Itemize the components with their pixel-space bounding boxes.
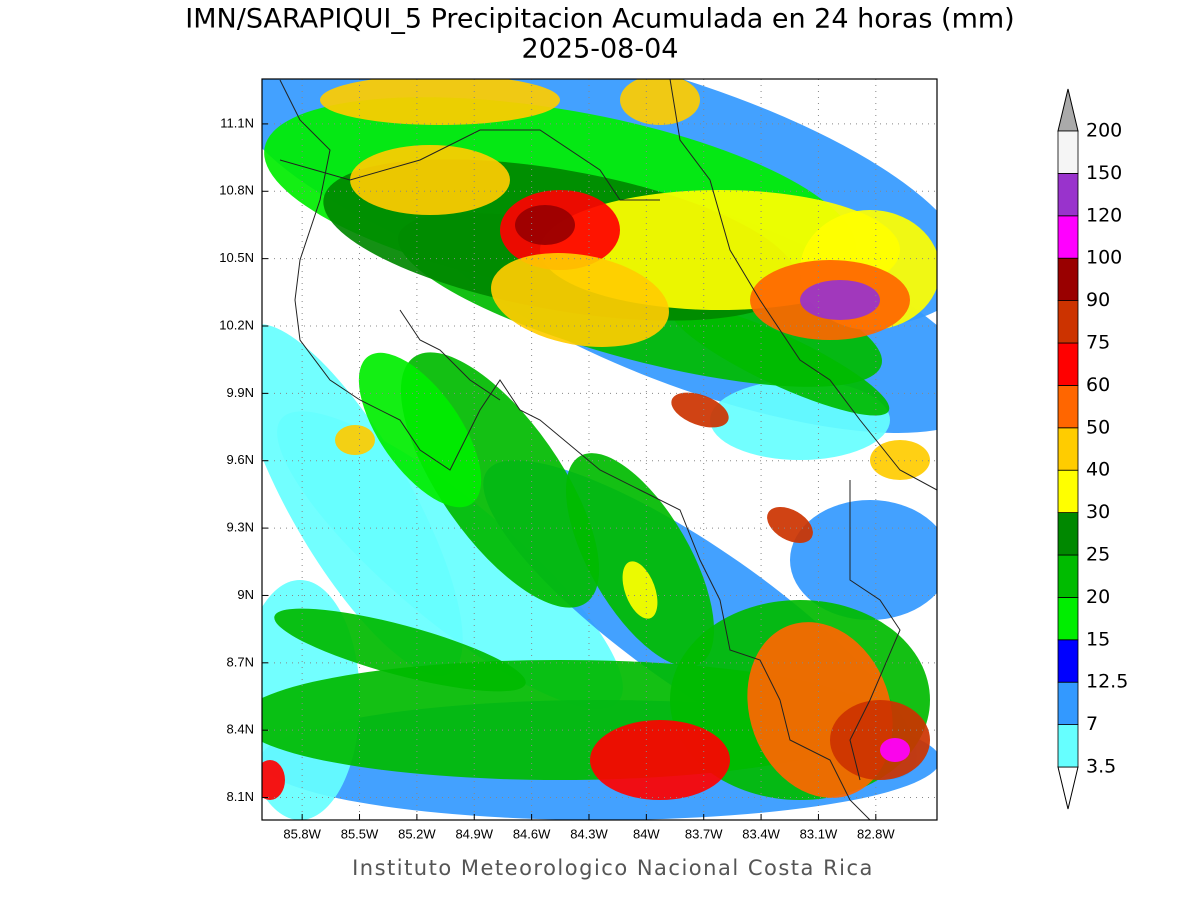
colorbar-label: 120 (1086, 204, 1122, 226)
y-tick-label: 8.4N (227, 722, 254, 737)
y-tick-label: 10.5N (219, 250, 254, 265)
precip-area (566, 453, 714, 667)
y-tick-label: 10.8N (219, 183, 254, 198)
colorbar-box (1057, 554, 1079, 598)
colorbar: 3.5 7 12.5 15 20 25 30 40 50 60 75 90 100 120 150 200 (1057, 88, 1128, 810)
precip-field (262, 79, 937, 820)
colorbar-box (1057, 300, 1079, 344)
footer: Instituto Meteorologico Nacional Costa R… (352, 856, 874, 880)
precip-area (491, 253, 669, 347)
precip-area (262, 760, 285, 800)
colorbar-box (1057, 172, 1079, 217)
y-tick-label: 9.3N (227, 520, 254, 535)
colorbar-label: 30 (1086, 501, 1110, 523)
precip-area (590, 720, 730, 800)
precip-area (262, 324, 463, 676)
precip-area (671, 392, 729, 428)
colorbar-label: 50 (1086, 416, 1110, 438)
colorbar-box (1057, 384, 1079, 429)
x-tick-label: 85.5W (341, 826, 379, 841)
colorbar-box (1057, 257, 1079, 302)
colorbar-under (1057, 766, 1079, 810)
precip-area (870, 440, 930, 480)
colorbar-label: 200 (1086, 120, 1122, 142)
x-tick-label: 84.6W (513, 826, 551, 841)
colorbar-box (1057, 215, 1079, 259)
precip-area (515, 205, 575, 245)
colorbar-box (1057, 130, 1079, 174)
grid: 85.8W 85.5W 85.2W 84.9W 84.6W 84.3W 84W 83.7W 83… (219, 79, 937, 841)
colorbar-box (1057, 639, 1079, 683)
y-tick-label: 9.9N (227, 385, 254, 400)
precip-area (880, 738, 910, 762)
y-tick-label: 11.1N (220, 115, 254, 130)
colorbar-label: 25 (1086, 544, 1110, 566)
x-tick-label: 85.8W (283, 826, 321, 841)
x-tick-label: 83.7W (685, 826, 723, 841)
y-tick-label: 8.1N (227, 789, 254, 804)
colorbar-over (1057, 88, 1079, 132)
colorbar-label: 3.5 (1086, 756, 1116, 778)
precip-area (335, 425, 375, 455)
colorbar-label: 12.5 (1086, 671, 1128, 693)
colorbar-box (1057, 342, 1079, 386)
precip-area (767, 506, 813, 544)
y-tick-label: 10.2N (219, 317, 254, 332)
colorbar-label: 90 (1086, 289, 1110, 311)
map-frame (261, 78, 938, 821)
y-tick-label: 9N (237, 587, 254, 602)
colorbar-label: 150 (1086, 162, 1122, 184)
colorbar-label: 100 (1086, 247, 1122, 269)
precip-area (830, 700, 930, 780)
colorbar-label: 60 (1086, 374, 1110, 396)
colorbar-box (1057, 512, 1079, 556)
precip-area (670, 304, 890, 416)
y-tick-label: 8.7N (227, 654, 254, 669)
x-tick-label: 83.1W (800, 826, 838, 841)
precip-area (620, 79, 700, 125)
precip-area (790, 500, 937, 620)
colorbar-box (1057, 597, 1079, 641)
x-tick-label: 82.8W (857, 826, 895, 841)
borders (279, 79, 937, 820)
title: IMN/SARAPIQUI_5 Precipitacion Acumulada … (185, 4, 1014, 35)
x-tick-label: 84.3W (570, 826, 608, 841)
colorbar-label: 40 (1086, 459, 1110, 481)
precip-area (800, 280, 880, 320)
x-tick-label: 83.4W (742, 826, 780, 841)
colorbar-box (1057, 427, 1079, 471)
colorbar-box (1057, 681, 1079, 726)
colorbar-label: 15 (1086, 628, 1110, 650)
colorbar-label: 75 (1086, 332, 1110, 354)
colorbar-box (1057, 724, 1079, 768)
x-tick-label: 84W (633, 826, 660, 841)
precip-area (320, 79, 560, 125)
colorbar-box (1057, 469, 1079, 514)
precip-area (350, 145, 510, 215)
precip-area (622, 561, 658, 619)
colorbar-label: 7 (1086, 713, 1098, 735)
colorbar-label: 20 (1086, 586, 1110, 608)
x-tick-label: 85.2W (398, 826, 436, 841)
y-tick-label: 9.6N (227, 452, 254, 467)
x-tick-label: 84.9W (455, 826, 493, 841)
date: 2025-08-04 (522, 34, 679, 65)
